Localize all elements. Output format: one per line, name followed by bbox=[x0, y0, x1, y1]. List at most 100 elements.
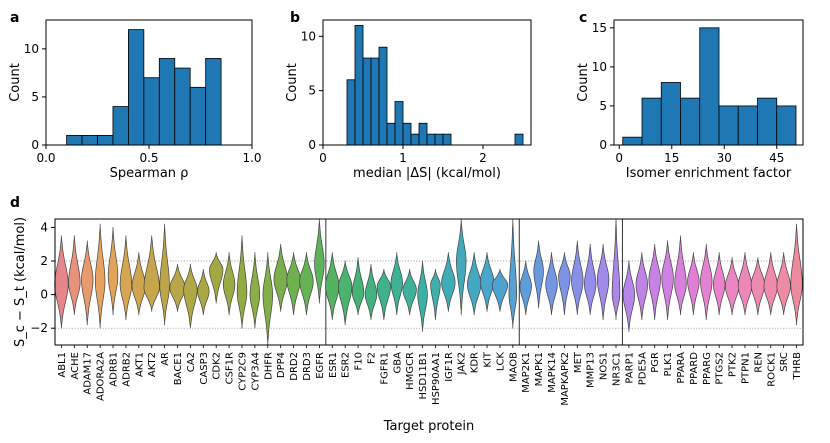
x-tick-label: DRD2 bbox=[289, 352, 300, 381]
hist-bar bbox=[410, 133, 420, 146]
violin-adrb1 bbox=[107, 227, 119, 316]
hist-bar bbox=[402, 122, 412, 146]
x-tick-label: F2 bbox=[366, 352, 377, 364]
hist-bar bbox=[699, 27, 720, 146]
x-tick-label: AKT2 bbox=[147, 352, 158, 377]
violin-drd3 bbox=[299, 252, 314, 316]
violin-egfr bbox=[314, 218, 325, 304]
x-tick-label: MMP13 bbox=[586, 352, 597, 388]
x-tick-label: HSP90AA1 bbox=[431, 352, 442, 405]
violin-cdk2 bbox=[209, 252, 224, 304]
hist-bar bbox=[737, 105, 758, 146]
x-tick-label: AKT1 bbox=[134, 352, 145, 377]
x-tick-label: PPARG bbox=[702, 352, 713, 385]
violin-abl1 bbox=[54, 235, 69, 329]
violin-dpp4 bbox=[273, 243, 288, 312]
x-tick-label: KDR bbox=[470, 352, 481, 373]
x-tick-label: HMGCR bbox=[405, 352, 416, 390]
x-tick-label: MET bbox=[573, 351, 584, 373]
hist-bar bbox=[442, 133, 452, 146]
x-tick-label: ADRB1 bbox=[109, 352, 120, 387]
violin-pde5a bbox=[635, 252, 648, 321]
hist-bar bbox=[641, 97, 662, 146]
y-tick-label: 5 bbox=[599, 99, 607, 113]
hist-bar bbox=[434, 133, 444, 146]
x-tick-label: PTK2 bbox=[728, 352, 739, 377]
y-tick-label: −2 bbox=[30, 321, 48, 335]
violin-gba bbox=[390, 252, 403, 316]
x-tick-label: IGF1R bbox=[444, 352, 455, 382]
violin-mapk1 bbox=[533, 240, 544, 309]
violin-adrb2 bbox=[119, 235, 133, 321]
x-tick-label: CYP2C9 bbox=[238, 352, 249, 391]
violin-igf1r bbox=[441, 252, 456, 312]
y-tick-label: 2 bbox=[40, 254, 48, 268]
violin-ren bbox=[750, 257, 765, 316]
x-tick-label: ADORA2A bbox=[96, 352, 107, 401]
hist-bar bbox=[426, 133, 436, 146]
y-tick-label: 10 bbox=[301, 29, 316, 43]
violin-ppara bbox=[674, 235, 687, 316]
x-tick-label: 1.0 bbox=[242, 151, 261, 165]
violin-ache bbox=[68, 235, 81, 316]
panel-letter: d bbox=[10, 195, 20, 211]
x-tick-label: MAOB bbox=[508, 352, 519, 382]
x-tick-label: ROCK1 bbox=[766, 352, 777, 387]
violin-maob bbox=[508, 218, 518, 329]
x-tick-label: CA2 bbox=[186, 352, 197, 372]
hist-bar bbox=[418, 122, 428, 146]
violin-ppard bbox=[687, 252, 700, 316]
violin-hmgcr bbox=[402, 269, 417, 316]
x-tick-label: ADRB2 bbox=[121, 352, 132, 387]
violin-lck bbox=[491, 269, 509, 312]
x-tick-label: PPARA bbox=[676, 352, 687, 384]
x-tick-label: PLK1 bbox=[663, 352, 674, 377]
x-tick-label: MAPKAPK2 bbox=[560, 352, 571, 406]
x-tick-label: NOS1 bbox=[599, 352, 610, 380]
hist-bar bbox=[112, 106, 129, 146]
x-axis-label: median |ΔS| (kcal/mol) bbox=[353, 166, 501, 181]
violin-csf1r bbox=[222, 252, 236, 316]
hist-bar bbox=[776, 105, 797, 146]
hist-bar bbox=[174, 67, 191, 146]
violin-drd2 bbox=[286, 252, 301, 316]
x-tick-label: 30 bbox=[717, 151, 732, 165]
y-tick-label: 0 bbox=[308, 138, 316, 152]
x-tick-label: REN bbox=[753, 352, 764, 373]
x-tick-label: ADAM17 bbox=[83, 352, 94, 395]
violin-akt1 bbox=[131, 252, 146, 316]
violin-jak2 bbox=[456, 218, 467, 316]
hist-bar bbox=[158, 58, 176, 146]
x-tick-label: 0 bbox=[615, 151, 623, 165]
panel-b: 0 1 2 0 5 10 median |ΔS| (kcal/mol) Count b bbox=[285, 10, 532, 181]
x-tick-label: MAPK14 bbox=[547, 352, 558, 393]
violin-mapkapk2 bbox=[558, 252, 571, 316]
x-tick-label: MAPK1 bbox=[534, 352, 545, 386]
violin-mmp13 bbox=[584, 243, 597, 316]
axes-frame bbox=[54, 218, 804, 346]
x-tick-label: JAK2 bbox=[457, 352, 468, 376]
x-tick-label: GBA bbox=[392, 352, 403, 374]
violin-ptgs2 bbox=[713, 252, 726, 316]
violin-hsd11b1 bbox=[417, 260, 428, 332]
violin-nos1 bbox=[596, 243, 610, 321]
x-tick-label: CSF1R bbox=[225, 352, 236, 384]
x-tick-label: ESR2 bbox=[341, 352, 352, 378]
y-tick-label: 10 bbox=[24, 42, 39, 56]
violin-ptpn1 bbox=[737, 252, 753, 316]
violin-thrb bbox=[790, 223, 803, 326]
hist-bar bbox=[394, 101, 404, 146]
x-tick-label: 0.0 bbox=[36, 151, 55, 165]
violin-kit bbox=[479, 252, 495, 312]
violin-f10 bbox=[351, 257, 365, 316]
x-tick-label: 15 bbox=[664, 151, 679, 165]
x-tick-label: 0 bbox=[319, 151, 327, 165]
hist-bar bbox=[143, 77, 160, 146]
x-tick-label: 0.5 bbox=[139, 151, 158, 165]
violin-map2k1 bbox=[519, 260, 532, 316]
x-tick-label: 2 bbox=[479, 151, 487, 165]
violin-parp1 bbox=[622, 260, 636, 332]
x-tick-label: 45 bbox=[769, 151, 784, 165]
panel-letter: a bbox=[10, 10, 19, 26]
